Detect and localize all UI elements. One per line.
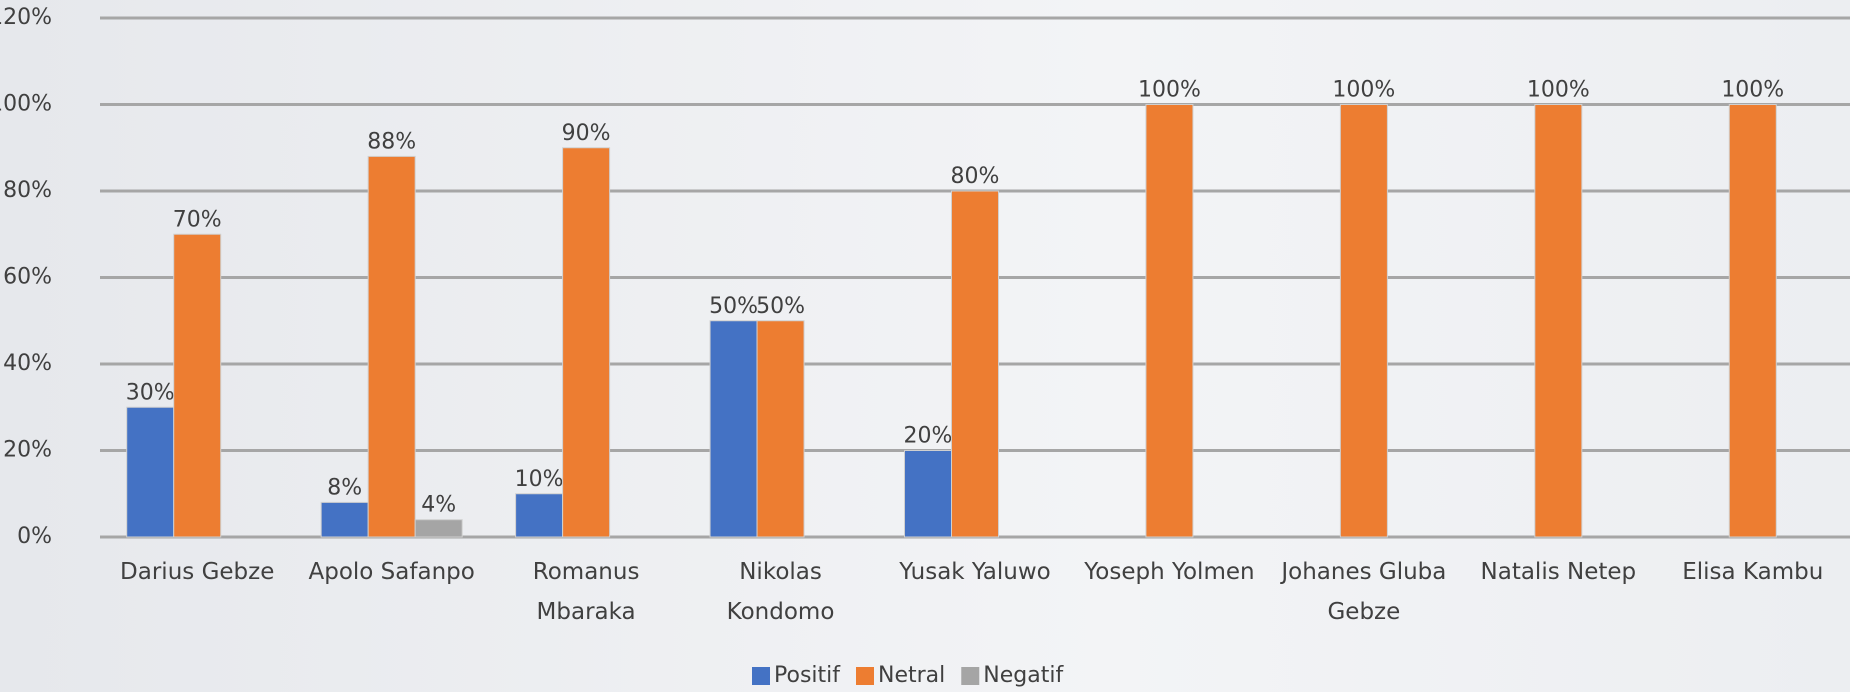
- data-label: 80%: [951, 164, 1000, 189]
- legend-swatch: [752, 667, 770, 685]
- y-tick-label: 60%: [3, 265, 52, 290]
- bar: [709, 320, 758, 538]
- bar: [126, 406, 175, 538]
- y-tick-label: 40%: [3, 351, 52, 376]
- data-label: 100%: [1721, 78, 1784, 103]
- data-label: 20%: [904, 424, 953, 449]
- data-label: 100%: [1332, 78, 1395, 103]
- bar: [1728, 104, 1777, 538]
- bar: [1339, 104, 1388, 538]
- bar: [1145, 104, 1194, 538]
- x-tick-label: Apolo Safanpo: [308, 559, 475, 585]
- bar: [1534, 104, 1583, 538]
- bar: [367, 155, 416, 538]
- data-label: 100%: [1527, 78, 1590, 103]
- bar: [562, 147, 611, 538]
- data-label: 70%: [173, 207, 222, 232]
- x-tick-label: Natalis Netep: [1480, 559, 1637, 585]
- y-tick-label: 20%: [3, 438, 52, 463]
- y-tick-label: 120%: [0, 5, 52, 30]
- legend-label: Negatif: [983, 663, 1064, 688]
- y-tick-label: 100%: [0, 92, 52, 117]
- data-label: 88%: [367, 129, 416, 154]
- data-label: 100%: [1138, 78, 1201, 103]
- legend-label: Positif: [774, 663, 841, 688]
- legend-label: Netral: [878, 663, 945, 688]
- bar: [173, 233, 222, 538]
- data-label: 50%: [756, 294, 805, 319]
- data-label: 90%: [562, 121, 611, 146]
- data-label: 50%: [709, 294, 758, 319]
- bar: [515, 493, 564, 538]
- data-label: 8%: [327, 475, 362, 500]
- legend-swatch: [961, 667, 980, 685]
- x-tick-label: Yoseph Yolmen: [1084, 559, 1255, 585]
- x-tick-label: Johanes Gluba Gebze: [1281, 559, 1447, 625]
- data-label: 4%: [421, 493, 456, 518]
- x-tick-label: Darius Gebze: [120, 559, 275, 585]
- y-tick-label: 80%: [3, 178, 52, 203]
- bar: [320, 501, 369, 538]
- y-tick-label: 0%: [17, 524, 52, 549]
- data-label: 10%: [515, 467, 564, 492]
- bar: [904, 450, 952, 538]
- x-tick-label: Romanus Mbaraka: [532, 559, 640, 625]
- x-tick-label: Yusak Yaluwo: [899, 559, 1051, 585]
- bar: [414, 519, 463, 538]
- bar: [756, 320, 805, 538]
- x-tick-label: Nikolas Kondomo: [726, 559, 835, 625]
- data-label: 30%: [126, 380, 175, 405]
- bar: [951, 190, 999, 538]
- legend-swatch: [856, 667, 874, 685]
- x-tick-label: Elisa Kambu: [1682, 559, 1824, 585]
